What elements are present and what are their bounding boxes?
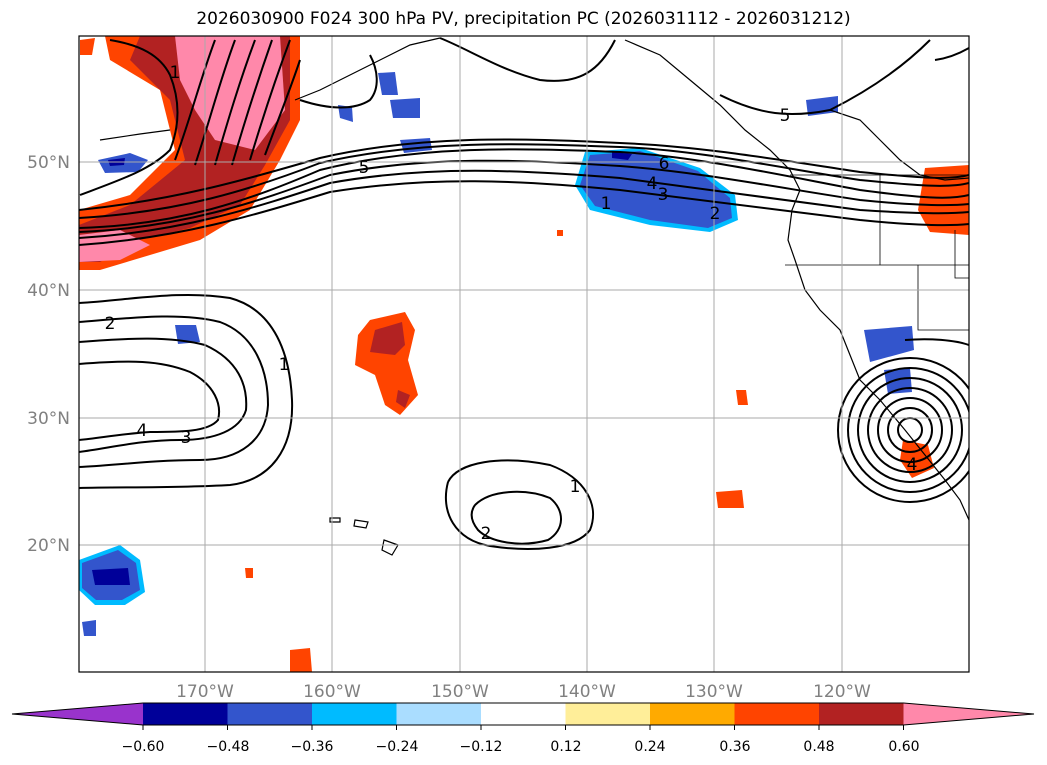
colorbar-segment (143, 703, 228, 725)
contour-label: 2 (481, 524, 492, 544)
colorbar-segment (650, 703, 735, 725)
colorbar-extend-min (12, 703, 143, 725)
lon-label: 140°W (558, 682, 616, 702)
colorbar-segment (481, 703, 566, 725)
colorbar (11, 702, 1035, 730)
contour-label: 4 (647, 174, 658, 194)
map-title: 2026030900 F024 300 hPa PV, precipitatio… (196, 9, 851, 29)
contour-label: 1 (601, 194, 612, 214)
lon-label: 130°W (685, 682, 743, 702)
colorbar-tick: 0.12 (550, 739, 581, 755)
contour-label: 6 (659, 154, 670, 174)
pv-contours (79, 37, 969, 550)
colorbar-segment (227, 703, 313, 725)
colorbar-segment (312, 703, 397, 725)
contour-label: 5 (780, 106, 791, 126)
map-frame (78, 35, 970, 673)
colorbar-ticks: −0.60 −0.48 −0.36 −0.24 −0.12 0.12 0.24 … (122, 739, 920, 755)
colorbar-segment (396, 703, 482, 725)
lon-label: 120°W (813, 682, 871, 702)
lon-label: 160°W (303, 682, 361, 702)
contour-label: 1 (570, 477, 581, 497)
contour-label: 4 (137, 421, 148, 441)
lon-labels: 170°W 160°W 150°W 140°W 130°W 120°W (176, 682, 871, 702)
colorbar-tick: −0.24 (376, 739, 419, 755)
lat-label: 50°N (27, 153, 70, 173)
contour-label: 3 (658, 185, 669, 205)
colorbar-segment (565, 703, 651, 725)
contour-label: 3 (181, 428, 192, 448)
contour-labels: 1 5 6 4 3 1 2 5 2 4 3 1 1 2 4 (105, 63, 918, 544)
colorbar-tick: −0.36 (291, 739, 334, 755)
coastlines (99, 37, 969, 556)
contour-label: 2 (105, 314, 116, 334)
contour-label: 2 (710, 204, 721, 224)
contour-label: 4 (907, 455, 918, 475)
lon-label: 170°W (176, 682, 234, 702)
colorbar-tick: −0.48 (207, 739, 250, 755)
colorbar-extend-max (903, 703, 1034, 725)
colorbar-tick: 0.36 (719, 739, 750, 755)
lon-label: 150°W (431, 682, 489, 702)
contour-label: 1 (279, 355, 290, 375)
colorbar-tick: −0.60 (122, 739, 165, 755)
colorbar-segment (734, 703, 820, 725)
colorbar-segment (819, 703, 904, 725)
lat-label: 30°N (27, 409, 70, 429)
gridlines (79, 36, 969, 672)
colorbar-tick: 0.24 (634, 739, 665, 755)
colorbar-tick: 0.60 (888, 739, 919, 755)
lat-label: 20°N (27, 536, 70, 556)
contour-label: 5 (359, 158, 370, 178)
lat-label: 40°N (27, 281, 70, 301)
lat-labels: 50°N 40°N 30°N 20°N (27, 153, 70, 556)
contour-label: 1 (170, 63, 181, 83)
colorbar-tick: −0.12 (460, 739, 503, 755)
colorbar-tick: 0.48 (803, 739, 834, 755)
